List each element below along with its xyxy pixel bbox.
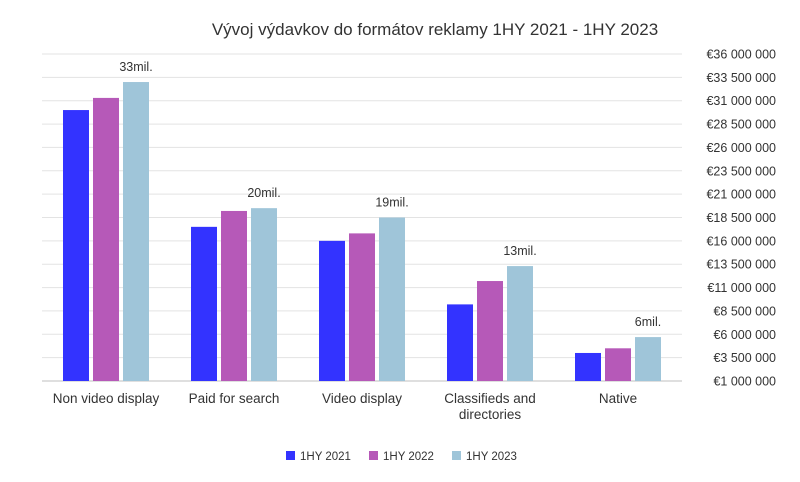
data-label: 6mil. [635,315,661,329]
data-label: 33mil. [119,60,152,74]
bar-1hy-2022 [349,233,375,381]
bar-1hy-2022 [605,348,631,381]
y-tick-label: €23 500 000 [706,164,776,178]
data-labels: 33mil. 20mil. 19mil. 13mil. 6mil. [119,60,661,329]
y-tick-label: €11 000 000 [707,281,776,295]
y-tick-label: €16 000 000 [706,234,776,248]
y-tick-label: €33 500 000 [706,71,776,85]
x-category-label: Native [599,391,637,406]
bar-1hy-2021 [63,110,89,382]
y-tick-label: €18 500 000 [706,211,776,225]
bar-1hy-2021 [575,352,601,381]
x-category-label: Video display [322,391,402,406]
y-tick-label: €3 500 000 [713,351,776,365]
legend-label: 1HY 2023 [466,451,517,463]
y-tick-label: €28 500 000 [706,118,776,132]
data-label: 19mil. [375,196,408,210]
bar-1hy-2021 [319,240,345,381]
data-label: 20mil. [247,186,280,200]
x-category-label: Classifieds and [444,391,536,406]
bar-1hy-2023 [379,217,405,381]
bar-1hy-2022 [221,210,247,381]
y-tick-label: €1 000 000 [713,375,776,389]
x-axis-categories: Non video display Paid for search Video di… [53,391,637,422]
legend-swatch [452,451,461,460]
x-category-label: Paid for search [189,391,280,406]
y-tick-label: €13 500 000 [706,258,776,272]
bar-1hy-2023 [635,337,661,381]
bar-1hy-2023 [123,82,149,382]
bar-1hy-2021 [191,226,217,381]
y-tick-label: €31 000 000 [706,94,776,108]
chart-title: Vývoj výdavkov do formátov reklamy 1HY 2… [212,20,658,39]
legend-swatch [369,451,378,460]
y-tick-label: €6 000 000 [713,328,776,342]
y-tick-label: €8 500 000 [713,304,776,318]
x-category-label: directories [459,407,522,422]
legend-label: 1HY 2022 [383,451,434,463]
bar-1hy-2021 [447,304,473,381]
legend-swatch [286,451,295,460]
y-tick-label: €26 000 000 [706,141,776,155]
bar-1hy-2022 [93,97,119,381]
y-tick-label: €36 000 000 [706,48,776,62]
data-label: 13mil. [503,244,536,258]
x-category-label: Non video display [53,391,160,406]
bars [63,82,661,382]
y-tick-label: €21 000 000 [706,188,776,202]
bar-1hy-2023 [251,208,277,381]
y-axis-ticks: €1 000 000 €3 500 000 €6 000 000 €8 500 000… [706,48,776,389]
bar-1hy-2023 [507,266,533,381]
legend-label: 1HY 2021 [300,451,351,463]
bar-1hy-2022 [477,281,503,381]
legend: 1HY 2021 1HY 2022 1HY 2023 [286,451,517,463]
